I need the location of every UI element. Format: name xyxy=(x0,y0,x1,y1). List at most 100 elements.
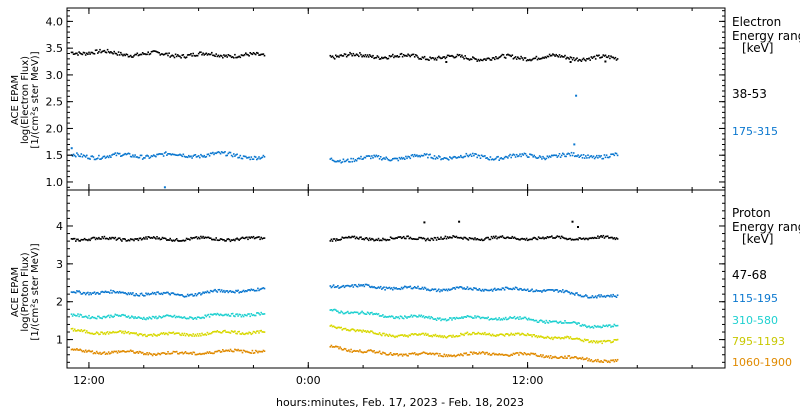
electron-point xyxy=(423,153,426,155)
proton-point xyxy=(407,286,409,288)
proton-point xyxy=(565,321,567,324)
proton-point xyxy=(529,354,531,356)
electron-point xyxy=(465,152,468,155)
electron-point xyxy=(254,53,257,56)
proton-point xyxy=(449,236,451,238)
proton-point xyxy=(83,315,86,318)
proton-point xyxy=(379,285,382,288)
proton-point xyxy=(236,332,238,335)
electron-point xyxy=(110,51,112,53)
proton-point xyxy=(434,288,437,290)
proton-point xyxy=(212,314,214,316)
electron-point xyxy=(173,56,176,59)
proton-point xyxy=(88,331,90,334)
proton-point xyxy=(246,290,248,293)
proton-point xyxy=(216,330,219,332)
proton-point xyxy=(97,352,99,354)
proton-point xyxy=(360,350,362,353)
proton-point xyxy=(514,286,517,289)
proton-point xyxy=(185,317,188,320)
proton-point xyxy=(137,334,140,337)
electron-point xyxy=(565,155,567,158)
proton-point xyxy=(593,340,596,343)
proton-point xyxy=(408,237,410,240)
proton-ylabel-line-2: log(Proton Flux) xyxy=(20,252,31,331)
electron-point xyxy=(106,155,109,157)
proton-point xyxy=(446,289,449,292)
electron-point xyxy=(236,153,238,156)
proton-point xyxy=(208,332,211,335)
proton-point xyxy=(417,285,419,288)
proton-point xyxy=(88,238,90,241)
proton-point xyxy=(190,316,192,319)
electron-point xyxy=(73,53,76,55)
proton-point xyxy=(245,351,247,353)
electron-point xyxy=(494,158,496,161)
proton-point xyxy=(519,316,521,318)
proton-point xyxy=(382,351,384,354)
proton-point xyxy=(239,313,242,316)
electron-point xyxy=(405,54,407,57)
proton-point xyxy=(338,326,340,329)
proton-point xyxy=(115,350,118,353)
electron-point xyxy=(519,153,521,155)
electron-point xyxy=(451,157,453,160)
proton-point xyxy=(118,330,121,332)
proton-point xyxy=(194,317,197,319)
proton-point xyxy=(102,315,105,318)
proton-point xyxy=(566,238,568,241)
proton-point xyxy=(207,313,210,316)
electron-point xyxy=(373,154,375,157)
proton-point xyxy=(363,312,366,315)
proton-point xyxy=(70,238,73,240)
proton-point xyxy=(337,326,339,329)
proton-point xyxy=(354,311,357,314)
proton-point xyxy=(376,239,379,241)
proton-point xyxy=(355,236,358,239)
electron-point xyxy=(172,55,175,57)
electron-point xyxy=(360,53,362,56)
proton-point xyxy=(248,313,250,315)
proton-point xyxy=(148,293,151,296)
proton-point xyxy=(331,240,334,242)
proton-point xyxy=(582,295,585,298)
electron-point xyxy=(246,53,248,56)
proton-point xyxy=(84,238,87,241)
proton-point xyxy=(463,352,465,355)
proton-point xyxy=(366,350,369,352)
electron-point xyxy=(536,58,539,61)
proton-point xyxy=(156,335,158,337)
proton-point xyxy=(116,314,119,316)
proton-point xyxy=(86,316,88,318)
proton-point xyxy=(587,325,589,328)
proton-point xyxy=(201,316,203,319)
proton-point xyxy=(374,352,376,354)
proton-point xyxy=(422,332,425,335)
proton-point xyxy=(440,319,442,322)
proton-point xyxy=(165,332,167,335)
electron-point xyxy=(484,58,486,60)
proton-point xyxy=(386,354,389,356)
proton-point xyxy=(111,315,113,318)
electron-point xyxy=(487,158,489,160)
proton-point xyxy=(107,314,110,317)
electron-point xyxy=(546,155,549,157)
proton-point xyxy=(475,316,477,319)
proton-point xyxy=(605,235,608,238)
proton-point xyxy=(139,293,142,295)
proton-point xyxy=(220,314,223,316)
electron-point xyxy=(496,156,498,158)
proton-point xyxy=(208,237,211,239)
proton-point xyxy=(439,290,441,293)
electron-point xyxy=(375,154,378,157)
proton-point xyxy=(206,290,209,293)
proton-point xyxy=(239,333,242,335)
proton-point xyxy=(192,318,194,320)
proton-point xyxy=(492,334,495,337)
proton-point xyxy=(383,332,385,335)
proton-point xyxy=(533,353,535,356)
proton-point xyxy=(156,317,158,320)
proton-point xyxy=(472,289,474,291)
proton-point xyxy=(399,315,402,317)
proton-point xyxy=(611,325,613,328)
